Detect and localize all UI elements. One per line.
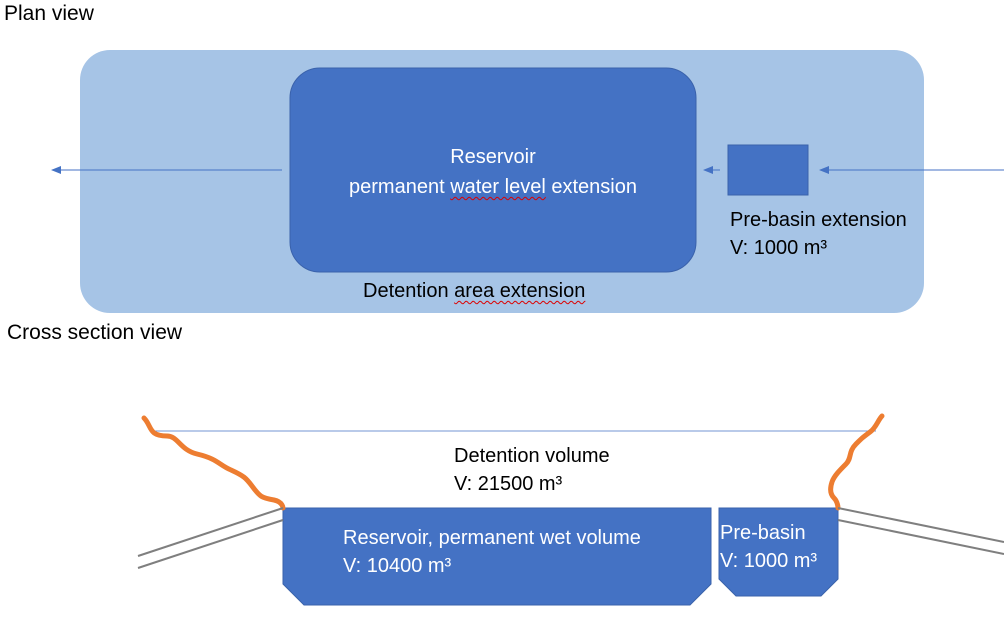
reservoir-cross-text: Reservoir, permanent wet volume [343,527,641,549]
detention-vol-value: V: 21500 m³ [454,473,562,495]
detention-label-pre: Detention [363,280,454,302]
reservoir-label-2-pre: permanent [349,176,450,198]
cross-section-title: Cross section view [7,321,182,345]
terrain-left [144,418,283,508]
detention-vol-label: Detention volume [454,445,610,467]
prebasin-cross-vol: V: 1000 m³ [720,550,817,572]
prebasin-plan-label: Pre-basin extension V: 1000 m³ [730,206,907,262]
prebasin-plan-rect [728,145,808,195]
pipe-left-bot [138,520,283,568]
reservoir-label-2-post: extension [546,176,637,198]
detention-label-mid: area extension [454,280,585,302]
prebasin-cross-label: Pre-basin V: 1000 m³ [720,519,817,575]
terrain-right [831,416,882,508]
detention-area-label: Detention area extension [363,280,585,303]
reservoir-cross-vol: V: 10400 m³ [343,555,451,577]
prebasin-label-2: V: 1000 m³ [730,237,827,259]
reservoir-label-1: Reservoir [450,146,536,168]
prebasin-label-1: Pre-basin extension [730,209,907,231]
prebasin-cross-text: Pre-basin [720,522,806,544]
reservoir-plan-label: Reservoir permanent water level extensio… [290,142,696,202]
reservoir-cross-label: Reservoir, permanent wet volume V: 10400… [343,524,641,580]
pipe-left-top [138,508,283,556]
reservoir-label-2-mid: water level [450,176,546,198]
detention-volume-label: Detention volume V: 21500 m³ [454,442,610,498]
